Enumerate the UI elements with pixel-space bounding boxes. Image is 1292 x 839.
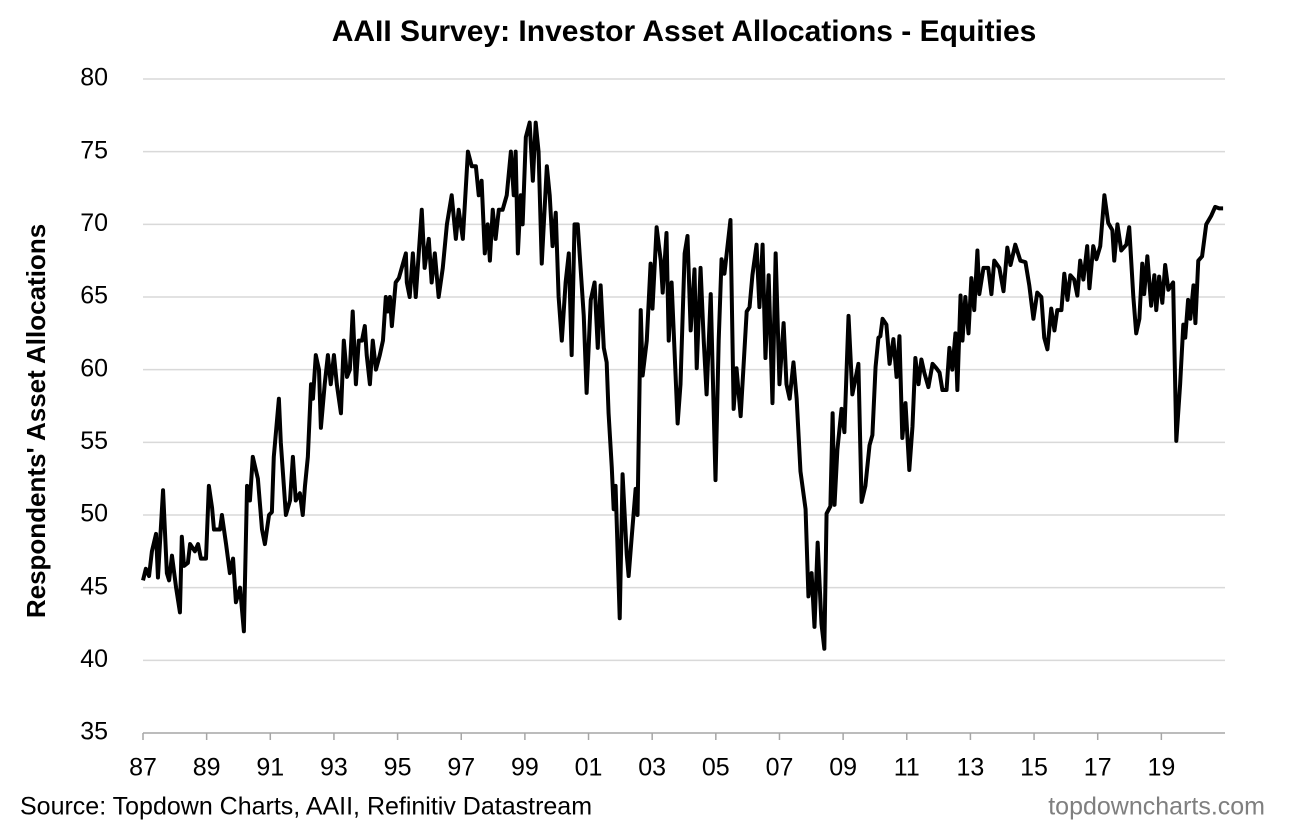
x-tick-label: 01 (575, 754, 603, 782)
y-axis-label: Respondents' Asset Allocations (21, 224, 51, 618)
x-tick-label: 07 (766, 754, 794, 782)
y-tick-label: 65 (80, 282, 108, 310)
y-tick-label: 80 (80, 64, 108, 92)
x-tick-label: 99 (511, 754, 539, 782)
x-tick-label: 11 (894, 754, 920, 782)
x-tick-label: 95 (384, 754, 412, 782)
y-tick-label: 35 (80, 718, 108, 746)
x-tick-label: 05 (702, 754, 730, 782)
x-tick-label: 97 (447, 754, 475, 782)
watermark: topdowncharts.com (1048, 793, 1265, 821)
x-tick-label: 91 (256, 754, 284, 782)
x-tick-label: 09 (829, 754, 857, 782)
x-tick-label: 87 (129, 754, 157, 782)
x-tick-label: 03 (638, 754, 666, 782)
y-tick-label: 70 (80, 209, 108, 237)
y-tick-label: 55 (80, 427, 108, 455)
y-tick-label: 50 (80, 500, 108, 528)
y-tick-label: 75 (80, 136, 108, 164)
y-tick-label: 60 (80, 354, 108, 382)
x-tick-label: 93 (320, 754, 348, 782)
x-tick-label: 89 (193, 754, 221, 782)
data-line (141, 120, 1224, 651)
source-note: Source: Topdown Charts, AAII, Refinitiv … (20, 793, 592, 821)
x-tick-label: 15 (1020, 754, 1048, 782)
x-tick-label: 19 (1147, 754, 1175, 782)
y-tick-label: 45 (80, 572, 108, 600)
chart-title: AAII Survey: Investor Asset Allocations … (332, 15, 1037, 48)
y-tick-label: 40 (80, 645, 108, 673)
x-tick-label: 17 (1084, 754, 1112, 782)
x-tick-label: 13 (957, 754, 985, 782)
